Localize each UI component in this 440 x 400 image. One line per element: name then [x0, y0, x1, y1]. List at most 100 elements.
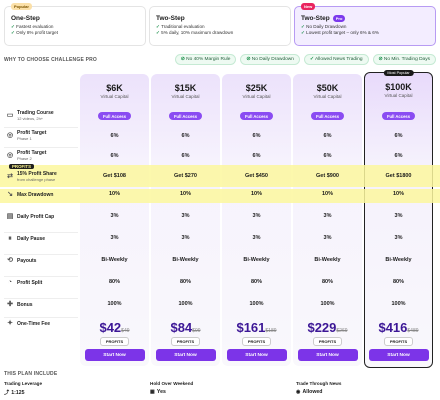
fee-price-value: $229: [307, 320, 337, 335]
cell-value: 6%: [323, 133, 332, 139]
row-label-sub: Phase 2: [17, 156, 32, 161]
fee-old-price: $489: [407, 328, 419, 334]
row-label-text: Trading Course 12 videos, 2h+: [17, 110, 54, 121]
include-item-weekend: Hold Over Weekend ▦ Yes: [150, 381, 193, 395]
plan-name: Two-Step Pro: [301, 15, 429, 22]
cell-maxdd: 10%: [222, 191, 291, 197]
include-item-title: Hold Over Weekend: [150, 381, 194, 386]
plan-features: ✓ Traditional evaluation ✓ 5% daily, 10%…: [156, 24, 284, 35]
capital-amount: $100K: [385, 82, 412, 92]
popular-badge: Popular: [11, 3, 32, 10]
start-now-button[interactable]: Start Now: [297, 349, 358, 361]
cell-value: 10%: [392, 191, 404, 197]
full-access-badge: Full Access: [381, 112, 416, 120]
cell-trading-course: Full Access: [293, 112, 362, 120]
cell-fee: $229$269 PROFITS Start Now: [293, 320, 362, 361]
cell-daily-pause: 3%: [80, 235, 149, 241]
why-pill: ✓ Allowed News Trading: [303, 54, 369, 65]
cell-value: 100%: [107, 301, 122, 307]
include-item-value-text: Yes: [156, 389, 166, 395]
cell-pt2: 6%: [151, 153, 220, 159]
plan-tabs: Popular One-Step ✓ Fastest evaluation ✓ …: [4, 3, 436, 46]
cell-bonus: 100%: [293, 301, 362, 307]
include-item-value-text: Allowed: [302, 389, 323, 395]
cell-payouts: Bi-Weekly: [293, 257, 362, 263]
capital-amount: $15K: [174, 83, 197, 93]
plan-column: $25K Virtual Capital: [222, 74, 291, 366]
row-label-daily-pause: ⏸ Daily Pause: [6, 235, 45, 243]
profits-tag: PROFITS: [9, 164, 35, 169]
start-now-button[interactable]: Start Now: [226, 349, 287, 361]
row-separator: [4, 232, 78, 233]
why-pill: ⊘ No Daily Drawdown: [240, 54, 300, 65]
bonus-icon: ✚: [7, 301, 13, 308]
row-label-title: Daily Profit Cap: [17, 214, 55, 220]
profit-share-highlight: [0, 165, 440, 187]
cell-share: Get $900: [293, 173, 362, 179]
fee-price-value: $161: [236, 320, 266, 335]
cell-value: 3%: [252, 213, 261, 219]
row-label-text: Profit Split: [17, 280, 42, 286]
cell-value: 10%: [321, 191, 333, 197]
most-popular-badge: Most Popular: [383, 70, 414, 76]
split-icon: ◔: [7, 279, 13, 286]
row-label-fee: ✦ One-Time Fee: [6, 320, 50, 328]
drawdown-icon: ↘: [7, 191, 13, 198]
full-access-badge: Full Access: [239, 112, 274, 120]
plan-tab-two-step-pro[interactable]: New Two-Step Pro ✓ No Daily Drawdown ✓ Lo…: [294, 3, 436, 46]
cell-pt2: 6%: [80, 153, 149, 159]
cell-share: Get $450: [222, 173, 291, 179]
cell-value: 6%: [181, 133, 190, 139]
plan-tab-one-step[interactable]: Popular One-Step ✓ Fastest evaluation ✓ …: [4, 3, 146, 46]
row-separator: [4, 298, 78, 299]
cell-value: 3%: [110, 213, 119, 219]
check-icon: ✓: [11, 24, 15, 29]
cell-split: 80%: [222, 279, 291, 285]
profits-label: PROFITS: [312, 337, 343, 346]
cell-fee: $161$189 PROFITS Start Now: [222, 320, 291, 361]
cell-value: Bi-Weekly: [243, 257, 270, 263]
target-icon: ◎: [6, 131, 14, 139]
row-label-title: Profit Target: [17, 130, 47, 136]
fee-old-price: $99: [192, 328, 201, 334]
cell-value: 6%: [252, 153, 261, 159]
row-label-title: Daily Pause: [17, 236, 46, 242]
plan-tab-two-step[interactable]: Two-Step ✓ Traditional evaluation ✓ 5% d…: [149, 6, 291, 46]
column-header: $100K Virtual Capital: [365, 73, 432, 109]
cell-value: 3%: [181, 213, 190, 219]
why-pill-text: No Daily Drawdown: [251, 57, 294, 62]
fee-price: $42$49: [80, 320, 149, 335]
row-label-text: 15% Profit Share from challenge phase: [17, 171, 57, 182]
start-now-button[interactable]: Start Now: [155, 349, 216, 361]
cell-pt1: 6%: [151, 133, 220, 139]
fee-price-value: $84: [170, 320, 193, 335]
cell-share: Get $1800: [364, 173, 433, 179]
full-access-badge: Full Access: [310, 112, 345, 120]
row-label-trading-course: ▭ Trading Course 12 videos, 2h+: [6, 110, 54, 121]
pause-icon: ⏸: [8, 235, 12, 242]
row-label-title: Profit Target: [17, 150, 47, 156]
check-icon: ⊘: [378, 57, 383, 62]
fee-price-value: $416: [378, 320, 408, 335]
plan-column: $15K Virtual Capital: [151, 74, 220, 366]
cell-pt2: 6%: [222, 153, 291, 159]
start-now-button[interactable]: Start Now: [84, 349, 145, 361]
why-pills: ⊘ No 40% Margin Rule ⊘ No Daily Drawdown…: [174, 54, 436, 65]
cell-value: 6%: [394, 133, 403, 139]
why-pill-text: No 40% Margin Rule: [186, 57, 231, 62]
cell-value: 6%: [110, 153, 119, 159]
row-label-title: Bonus: [17, 302, 33, 308]
capital-caption: Virtual Capital: [100, 94, 129, 99]
include-item-value: ⤴ 1:125: [4, 389, 42, 397]
cell-maxdd: 10%: [364, 191, 433, 197]
row-label-text: One-Time Fee: [17, 321, 50, 327]
news-icon: ◉: [296, 389, 301, 395]
cell-value: 100%: [249, 301, 264, 307]
cell-bonus: 100%: [364, 301, 433, 307]
cell-daily-cap: 3%: [151, 213, 220, 219]
include-item-leverage: Trading Leverage ⤴ 1:125: [4, 381, 42, 396]
start-now-button[interactable]: Start Now: [368, 349, 429, 361]
chart-icon: ⤴: [4, 390, 10, 396]
plan-name-text: One-Step: [11, 15, 40, 22]
full-access-badge: Full Access: [168, 112, 203, 120]
